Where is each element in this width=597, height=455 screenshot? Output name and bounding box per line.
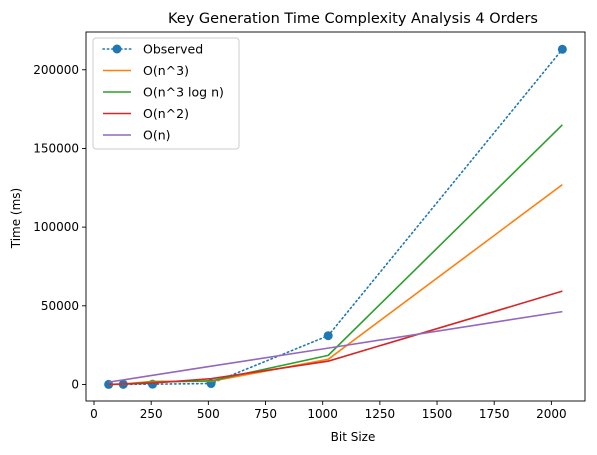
series-layer [104,44,567,389]
plot-frame [85,31,586,402]
legend-label-3: O(n^2) [143,106,189,121]
legend-label-2: O(n^3 log n) [143,85,224,100]
x-tick-label-7: 1750 [479,407,510,421]
data-point-0-4 [323,331,333,341]
y-tick-label-2: 100000 [33,220,79,234]
x-tick-label-5: 1250 [365,407,396,421]
legend-label-0: Observed [143,42,203,57]
series-line-0 [107,48,564,386]
x-axis-title: Bit Size [331,430,376,444]
y-tick-label-0: 0 [71,377,79,391]
legend-box [92,37,240,150]
series-line-3 [108,290,563,386]
y-tick-label-4: 200000 [33,63,79,77]
legend: Observed O(n^3) O(n^3 log n) O(n^2) O(n) [92,37,240,150]
legend-marker-0 [112,44,122,54]
x-tick-label-0: 0 [90,407,98,421]
chart-title: Key Generation Time Complexity Analysis … [168,11,538,27]
data-point-0-5 [557,44,567,54]
legend-label-1: O(n^3) [143,63,189,78]
x-tick-label-4: 1000 [307,407,338,421]
x-tick-label-1: 250 [140,407,163,421]
legend-label-4: O(n) [143,128,171,143]
series-line-4 [108,310,563,383]
x-tick-label-3: 750 [254,407,277,421]
axes: 0 250 500 750 1000 1250 1500 1750 2000 0 50000 1000… [33,31,586,421]
x-tick-label-2: 500 [197,407,220,421]
x-tick-label-6: 1500 [422,407,453,421]
y-tick-label-1: 50000 [41,299,79,313]
y-tick-label-3: 150000 [33,141,79,155]
y-axis-title: Time (ms) [9,188,23,250]
x-tick-label-8: 2000 [536,407,567,421]
